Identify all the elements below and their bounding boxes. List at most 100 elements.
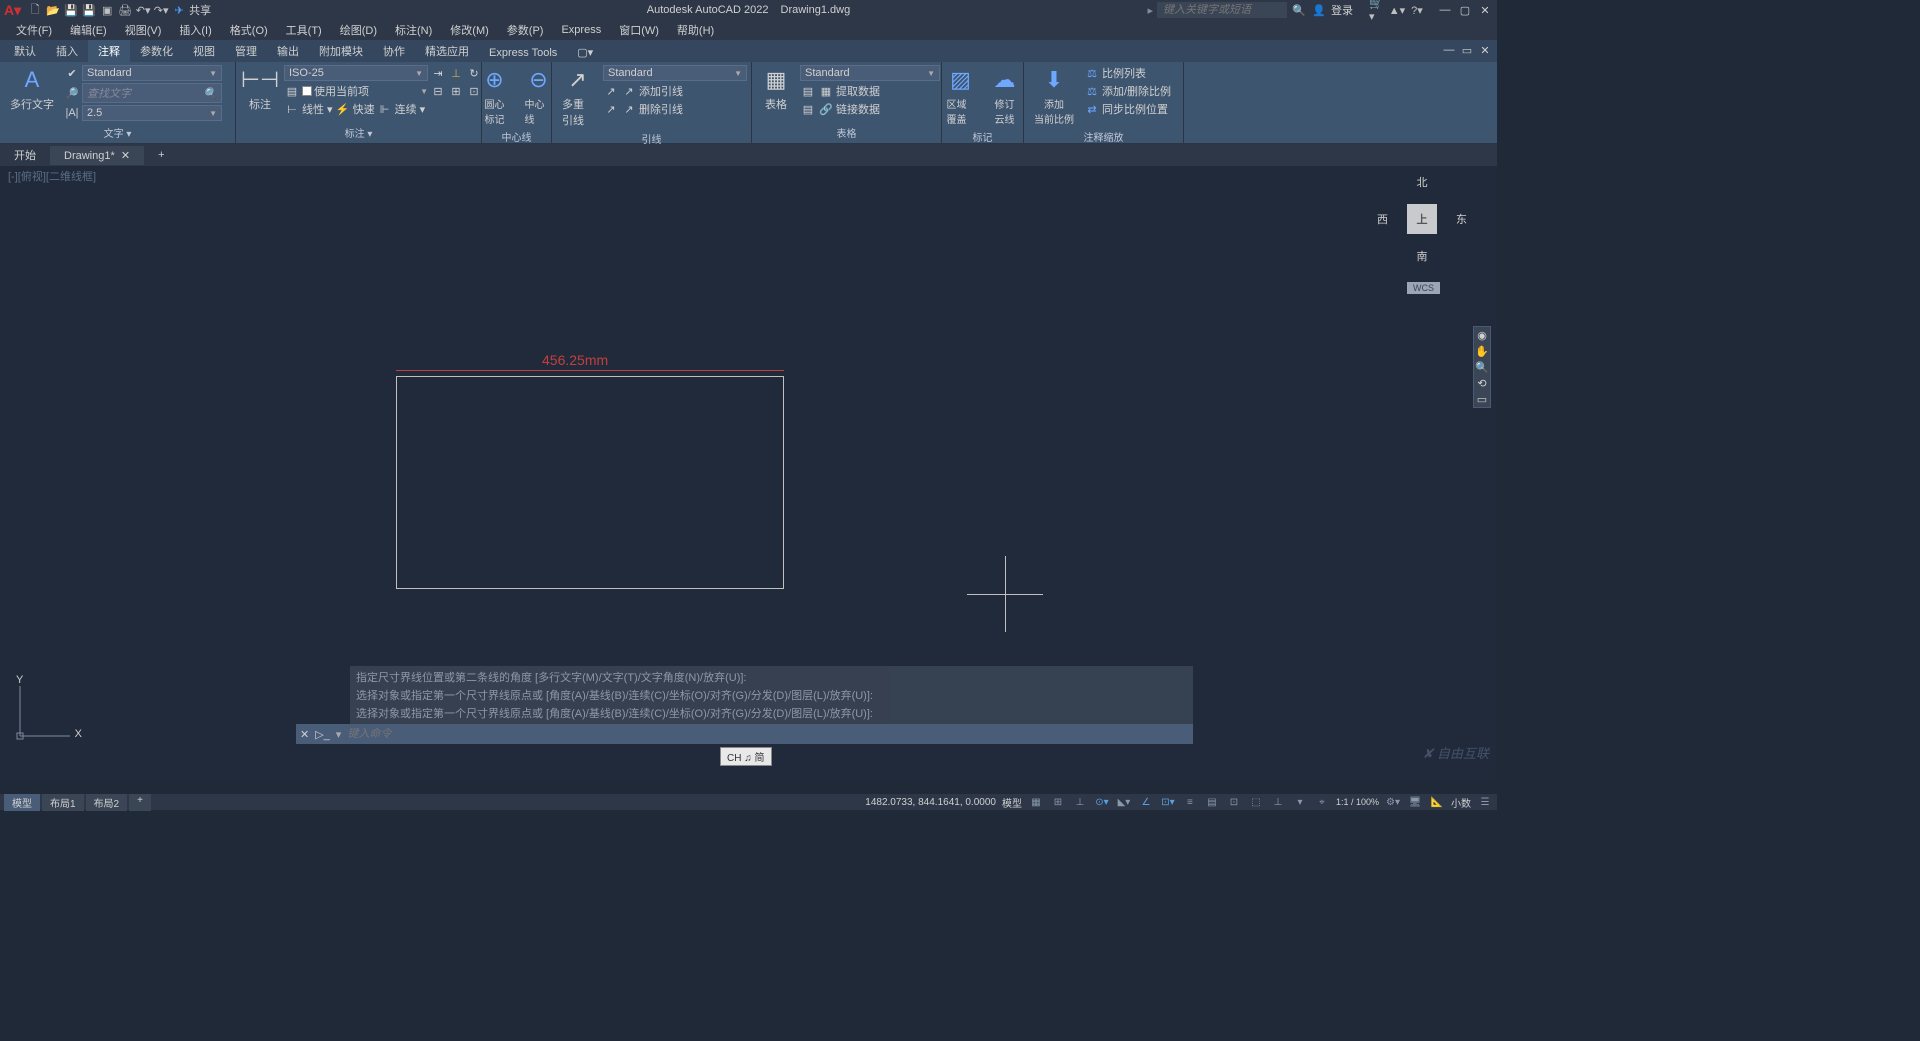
menu-item[interactable]: 工具(T) [278,20,330,40]
command-line[interactable]: ✕ ▷_ ▾ [296,724,1193,744]
menu-item[interactable]: Express [553,22,609,38]
centermark-button[interactable]: ⊕ 圆心 标记 [475,64,515,128]
user-icon[interactable]: 👤 [1311,2,1327,18]
ortho-icon[interactable]: ⊥ [1072,795,1088,809]
isodraft-icon[interactable]: ◣▾ [1116,795,1132,809]
layout-2[interactable]: 布局2 [86,794,128,811]
lwt-icon[interactable]: ≡ [1182,795,1198,809]
autodesk-icon[interactable]: ▲▾ [1389,2,1405,18]
view-cube[interactable]: 北 南 东 西 上 WCS [1377,174,1467,264]
grid-icon[interactable]: ▦ [1028,795,1044,809]
ribbon-tab[interactable]: 默认 [4,40,46,62]
layout-add[interactable]: + [129,794,151,811]
maximize-icon[interactable]: ▢ [1457,2,1473,18]
layout-1[interactable]: 布局1 [42,794,84,811]
ucs-icon[interactable]: Y X [16,680,76,740]
login-label[interactable]: 登录 [1331,2,1353,18]
rectangle-object[interactable] [396,376,784,589]
text-height-dropdown[interactable]: 2.5▼ [82,105,222,121]
layout-model[interactable]: 模型 [4,794,40,811]
pan-icon[interactable]: ✋ [1474,343,1490,359]
search-input[interactable] [1157,2,1287,18]
ribbon-collapse[interactable]: ▢▾ [567,43,603,62]
abc-check-icon[interactable]: ✔ [64,65,80,81]
ribbon-tab[interactable]: 附加模块 [309,40,373,62]
help-icon[interactable]: ?▾ [1409,2,1425,18]
panel-dim-title[interactable]: 标注 ▾ [240,124,477,141]
menu-item[interactable]: 格式(O) [222,20,276,40]
navigation-bar[interactable]: ◉ ✋ 🔍 ⟲ ▭ [1473,326,1491,408]
ribbon-tab[interactable]: 输出 [267,40,309,62]
app-logo[interactable]: A▾ [4,2,21,19]
continue-icon[interactable]: ⊩ [377,101,393,117]
dimension-button[interactable]: ⊢⊣ 标注 [240,64,280,114]
redo-icon[interactable]: ↷▾ [153,2,169,18]
ribbon-tab[interactable]: Express Tools [479,44,567,62]
tab-start[interactable]: 开始 [0,144,50,166]
panel-text-title[interactable]: 文字 ▾ [4,124,231,141]
ribbon-tab[interactable]: 管理 [225,40,267,62]
dim-tool1-icon[interactable]: ⇥ [430,65,446,81]
plot-icon[interactable]: 🖨 [117,2,133,18]
zoom-icon[interactable]: 🔍 [1474,359,1490,375]
wipeout-button[interactable]: ▨ 区域覆盖 [941,64,981,128]
dim-break-icon[interactable]: ⊟ [430,83,446,99]
addscale-button[interactable]: ⬇ 添加 当前比例 [1028,64,1080,128]
new-icon[interactable]: 🗋 [27,2,43,18]
3dsnap-icon[interactable]: ⬚ [1248,795,1264,809]
quick-icon[interactable]: ⚡ [335,101,351,117]
gizmo-icon[interactable]: ⌖ [1314,795,1330,809]
syncscale-icon[interactable]: ⇄ [1084,101,1100,117]
monitor-icon[interactable]: 🖥 [1407,795,1423,809]
drawing-canvas[interactable]: [-][俯视][二维线框] 456.25mm Y X 北 南 东 西 上 WCS… [0,166,1497,780]
text-style-dropdown[interactable]: Standard▼ [82,65,222,81]
find-input[interactable]: 查找文字🔍 [82,83,222,103]
ribbon-tab[interactable]: 插入 [46,40,88,62]
menu-item[interactable]: 编辑(E) [62,20,115,40]
polar-icon[interactable]: ⊙▾ [1094,795,1110,809]
cycling-icon[interactable]: ⊡ [1226,795,1242,809]
model-space-label[interactable]: 模型 [1002,795,1022,810]
cmd-close-icon[interactable]: ✕ [300,728,309,741]
add-leader-icon[interactable]: ↗ [603,83,619,99]
annoscale[interactable]: 1:1 / 100% [1336,797,1379,807]
share-label[interactable]: 共享 [189,2,211,18]
menu-item[interactable]: 帮助(H) [669,20,722,40]
menu-item[interactable]: 修改(M) [442,20,497,40]
menu-item[interactable]: 参数(P) [499,20,552,40]
link-icon[interactable]: ▤ [800,101,816,117]
search-icon[interactable]: 🔍 [1291,2,1307,18]
table-button[interactable]: ▦ 表格 [756,64,796,114]
ribbon-tab[interactable]: 精选应用 [415,40,479,62]
dimension-text[interactable]: 456.25mm [542,352,608,368]
doc-restore-icon[interactable]: ▭ [1459,42,1475,58]
ribbon-tab[interactable]: 协作 [373,40,415,62]
dynucs-icon[interactable]: ⊥ [1270,795,1286,809]
menu-item[interactable]: 绘图(D) [332,20,385,40]
command-input[interactable] [347,728,1189,740]
close-icon[interactable]: ✕ [1477,2,1493,18]
remove-leader-icon[interactable]: ↗ [603,101,619,117]
save-icon[interactable]: 💾 [63,2,79,18]
snap-icon[interactable]: ⊞ [1050,795,1066,809]
orbit-icon[interactable]: ⟲ [1474,375,1490,391]
menu-item[interactable]: 窗口(W) [611,20,667,40]
units-icon[interactable]: 📐 [1429,795,1445,809]
share-icon[interactable]: ✈ [171,2,187,18]
find-icon[interactable]: 🔎 [64,85,80,101]
menu-item[interactable]: 文件(F) [8,20,60,40]
customize-icon[interactable]: ☰ [1477,795,1493,809]
showmotion-icon[interactable]: ▭ [1474,391,1490,407]
fullnav-icon[interactable]: ◉ [1474,327,1490,343]
scalelist-icon[interactable]: ⚖ [1084,65,1100,81]
text-height-icon[interactable]: |A| [64,105,80,121]
cart-icon[interactable]: 🛒▾ [1369,2,1385,18]
ribbon-tab[interactable]: 参数化 [130,40,183,62]
tab-drawing1[interactable]: Drawing1* ✕ [50,146,144,165]
addremscale-icon[interactable]: ⚖ [1084,83,1100,99]
undo-icon[interactable]: ↶▾ [135,2,151,18]
ws-icon[interactable]: ⚙▾ [1385,795,1401,809]
extract-icon[interactable]: ▤ [800,83,816,99]
menu-item[interactable]: 视图(V) [117,20,170,40]
osnap-icon[interactable]: ∠ [1138,795,1154,809]
